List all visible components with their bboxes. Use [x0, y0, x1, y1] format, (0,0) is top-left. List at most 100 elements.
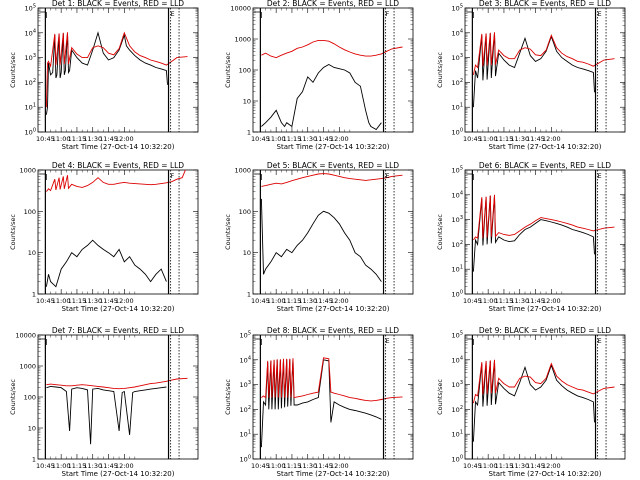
- x-tick-label: 11:15: [495, 135, 514, 143]
- y-tick-label: 100: [452, 128, 463, 137]
- x-tick-label: 11:00: [267, 297, 286, 305]
- x-axis-label: Start Time (27-Oct-14 10:32:20): [489, 143, 602, 151]
- y-tick-label: 103: [240, 380, 251, 389]
- y-tick-label: 100: [25, 128, 36, 137]
- lld-series-line: [46, 377, 188, 390]
- y-tick-label: 1: [32, 291, 36, 299]
- lld-series-line: [472, 32, 615, 75]
- x-tick-label: 11:15: [283, 135, 302, 143]
- y-tick-label: 10000: [230, 5, 251, 13]
- lld-series-line: [46, 170, 186, 192]
- x-tick-label: 11:30: [83, 135, 102, 143]
- x-tick-label: 11:15: [68, 297, 87, 305]
- x-tick-label: 12:00: [115, 462, 134, 470]
- y-tick-label: 101: [452, 103, 463, 112]
- x-tick-label: 11:30: [298, 462, 317, 470]
- x-tick-label: 11:00: [479, 135, 498, 143]
- chart-title: Det 6: BLACK = Events, RED = LLD: [479, 161, 611, 170]
- x-tick-label: 11:30: [510, 135, 529, 143]
- chart-title: Det 9: BLACK = Events, RED = LLD: [479, 326, 611, 335]
- x-tick-label: 12:00: [330, 135, 349, 143]
- plot-frame: [252, 7, 414, 133]
- plot-frame: [252, 334, 414, 460]
- x-tick-label: 12:00: [542, 462, 561, 470]
- chart-panel-2: Det 2: BLACK = Events, RED = LLD 1 10 100 10…: [224, 0, 414, 151]
- y-tick-label: 1: [247, 291, 251, 299]
- events-series-line: [472, 32, 595, 108]
- x-tick-label: 12:00: [330, 297, 349, 305]
- y-tick-label: 102: [240, 405, 251, 414]
- y-tick-label: 102: [452, 240, 463, 249]
- start-flag-mark: [466, 173, 474, 180]
- y-tick-label: 1: [32, 456, 36, 464]
- y-tick-label: 100: [24, 208, 36, 216]
- lld-series-line: [472, 359, 615, 404]
- y-axis-label: Counts/sec: [9, 379, 17, 415]
- lld-series-line: [261, 357, 403, 402]
- x-tick-label: 10:45: [463, 135, 482, 143]
- lld-series-line: [45, 31, 188, 108]
- y-tick-label: 10: [243, 98, 251, 106]
- x-tick-label: 11:15: [283, 462, 302, 470]
- y-tick-label: 103: [452, 53, 463, 62]
- x-tick-label: 12:00: [542, 297, 561, 305]
- y-tick-label: 102: [452, 78, 463, 87]
- x-tick-label: 11:15: [68, 135, 87, 143]
- events-series-line: [261, 63, 382, 131]
- x-tick-label: 11:45: [99, 135, 118, 143]
- x-axis-label: Start Time (27-Oct-14 10:32:20): [62, 470, 175, 478]
- y-axis-label: Counts/sec: [436, 52, 444, 88]
- y-tick-label: 104: [25, 28, 36, 37]
- chart-title: Det 1: BLACK = Events, RED = LLD: [52, 0, 184, 8]
- y-tick-label: 102: [25, 78, 36, 87]
- y-tick-label: 1000: [234, 167, 251, 175]
- y-tick-label: 105: [25, 4, 36, 13]
- y-tick-label: 1000: [19, 363, 36, 371]
- events-series-line: [45, 31, 168, 115]
- end-flag-label: E: [598, 337, 602, 345]
- chart-title: Det 5: BLACK = Events, RED = LLD: [267, 161, 399, 170]
- x-tick-label: 11:45: [526, 135, 545, 143]
- lld-series-line: [473, 194, 615, 241]
- y-tick-label: 105: [240, 331, 251, 340]
- start-flag-mark: [39, 338, 47, 345]
- x-tick-label: 10:45: [251, 462, 270, 470]
- y-tick-label: 100: [24, 394, 36, 402]
- x-tick-label: 11:30: [298, 297, 317, 305]
- x-tick-label: 11:15: [495, 462, 514, 470]
- plot-frame: [252, 169, 414, 295]
- x-tick-label: 11:45: [99, 297, 118, 305]
- end-flag-label: E: [386, 337, 390, 345]
- plot-frame: [464, 7, 626, 133]
- chart-panel-9: Det 9: BLACK = Events, RED = LLD 100 101 10…: [436, 326, 626, 478]
- y-axis-label: Counts/sec: [224, 379, 232, 415]
- chart-panel-6: Det 6: BLACK = Events, RED = LLD 100 101 10…: [436, 161, 626, 313]
- end-flag-label: E: [598, 172, 602, 180]
- x-tick-label: 11:45: [526, 462, 545, 470]
- x-tick-label: 11:45: [314, 135, 333, 143]
- x-tick-label: 10:45: [36, 135, 55, 143]
- events-series-line: [45, 239, 167, 288]
- start-flag-mark: [466, 338, 474, 345]
- y-tick-label: 104: [452, 28, 463, 37]
- x-tick-label: 11:00: [52, 297, 71, 305]
- y-axis-label: Counts/sec: [9, 52, 17, 88]
- y-tick-label: 10: [28, 425, 36, 433]
- x-axis-label: Start Time (27-Oct-14 10:32:20): [277, 470, 390, 478]
- x-tick-label: 10:45: [36, 462, 55, 470]
- x-tick-label: 11:00: [479, 462, 498, 470]
- end-flag-label: E: [598, 10, 602, 18]
- end-flag-label: F: [386, 10, 390, 18]
- y-tick-label: 103: [452, 215, 463, 224]
- chart-title: Det 7: BLACK = Events, RED = LLD: [52, 326, 184, 335]
- y-axis-label: Counts/sec: [224, 52, 232, 88]
- x-tick-label: 11:00: [52, 462, 71, 470]
- y-tick-label: 101: [240, 430, 251, 439]
- y-tick-label: 103: [452, 380, 463, 389]
- y-tick-label: 102: [452, 405, 463, 414]
- x-tick-label: 11:00: [267, 135, 286, 143]
- x-tick-label: 11:45: [526, 297, 545, 305]
- x-tick-label: 11:00: [479, 297, 498, 305]
- y-axis-label: Counts/sec: [224, 214, 232, 250]
- events-series-line: [260, 198, 382, 282]
